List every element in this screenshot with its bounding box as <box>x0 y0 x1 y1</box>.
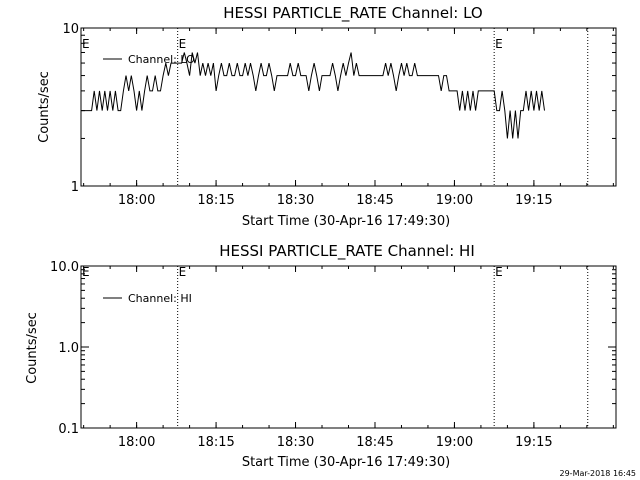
hi-y-tick-label: 0.1 <box>58 422 79 437</box>
hi-event-marker-label: E <box>495 265 503 279</box>
hi-x-tick-label: 18:45 <box>356 435 393 450</box>
hi-channel-panel: HESSI PARTICLE_RATE Channel: HI 18:00 18:… <box>25 242 617 470</box>
hi-event-marker-label: E <box>179 265 187 279</box>
lo-y-tick-label: 10 <box>62 22 79 37</box>
lo-axes: 18:00 18:15 18:30 18:45 19:00 19:15 1 10 <box>62 22 616 208</box>
lo-corner-label: E <box>82 37 90 51</box>
lo-plot-frame <box>80 27 617 187</box>
hi-legend-label: Channel: HI <box>128 292 192 305</box>
lo-y-axis-label: Counts/sec <box>37 71 52 143</box>
hi-x-tick-label: 18:30 <box>277 435 314 450</box>
hi-x-axis-label: Start Time (30-Apr-16 17:49:30) <box>242 455 450 470</box>
lo-title: HESSI PARTICLE_RATE Channel: LO <box>223 4 482 23</box>
lo-event-marker-label: E <box>495 37 503 51</box>
hi-y-tick-label: 1.0 <box>58 341 79 356</box>
lo-y-tick-label: 1 <box>71 180 79 195</box>
lo-x-tick-label: 18:00 <box>118 193 155 208</box>
lo-channel-panel: HESSI PARTICLE_RATE Channel: LO 18:00 18:… <box>37 4 617 229</box>
hi-corner-label: E <box>82 265 90 279</box>
hi-plot-frame <box>80 265 617 429</box>
lo-x-axis-label: Start Time (30-Apr-16 17:49:30) <box>242 214 450 229</box>
hi-x-tick-label: 18:00 <box>118 435 155 450</box>
hi-axes: 18:00 18:15 18:30 18:45 19:00 19:15 0.1 1.0 10.0 <box>50 260 616 450</box>
lo-event-marker-label: E <box>179 37 187 51</box>
hi-title: HESSI PARTICLE_RATE Channel: HI <box>219 242 475 261</box>
lo-x-tick-label: 18:45 <box>356 193 393 208</box>
lo-x-tick-label: 18:30 <box>277 193 314 208</box>
lo-x-tick-label: 18:15 <box>197 193 234 208</box>
lo-x-tick-label: 19:15 <box>515 193 552 208</box>
hi-x-tick-label: 18:15 <box>197 435 234 450</box>
lo-x-tick-label: 19:00 <box>436 193 473 208</box>
hi-x-tick-label: 19:15 <box>515 435 552 450</box>
lo-legend-label: Channel: LO <box>128 53 195 66</box>
footer-timestamp: 29-Mar-2018 16:45 <box>560 469 637 478</box>
lo-series-line <box>81 52 545 139</box>
hi-y-axis-label: Counts/sec <box>25 312 40 384</box>
hi-x-tick-label: 19:00 <box>436 435 473 450</box>
hi-y-tick-label: 10.0 <box>50 260 79 275</box>
